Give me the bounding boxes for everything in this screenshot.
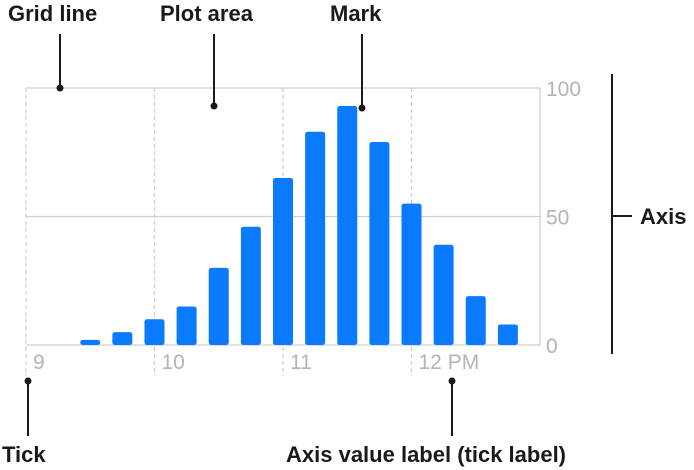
bar-12: [433, 244, 454, 345]
bar-7: [273, 177, 293, 345]
callout-tick-label: Axis value label (tick label): [286, 377, 566, 467]
x-tick-label-0: 9: [33, 351, 45, 374]
tick-label-callout-label: Axis value label (tick label): [286, 442, 566, 467]
bar-14: [497, 324, 518, 345]
bar-8: [305, 131, 326, 345]
mark-dot: [358, 104, 366, 112]
plot-area-callout-label: Plot area: [160, 1, 254, 26]
y-axis-ticks: 0 50 100: [546, 78, 581, 358]
bar-5: [208, 267, 229, 345]
plot-area-dot: [210, 102, 218, 110]
bar-6: [240, 226, 261, 345]
tick-callout-label: Tick: [2, 442, 46, 467]
bar-1: [80, 339, 101, 345]
callout-tick: Tick: [2, 377, 46, 467]
axis-callout-label: Axis: [640, 204, 686, 229]
bar-11: [401, 203, 422, 345]
grid-line-dot: [56, 84, 64, 92]
x-tick-label-2: 11: [290, 351, 312, 374]
bar-3: [144, 319, 165, 345]
mark-callout-label: Mark: [330, 1, 382, 26]
bar-13: [465, 296, 486, 345]
grid-line-callout-label: Grid line: [8, 1, 97, 26]
bar-marks: [80, 105, 518, 346]
y-tick-label-0: 0: [546, 335, 558, 358]
x-tick-label-3: 12 PM: [419, 351, 480, 374]
x-tick-label-1: 10: [162, 351, 185, 374]
bar-10: [369, 141, 390, 345]
callout-mark: Mark: [330, 1, 382, 112]
callout-plot-area: Plot area: [160, 1, 254, 110]
bar-4: [176, 306, 197, 345]
bar-9: [337, 105, 358, 346]
callout-axis: Axis: [611, 74, 686, 354]
y-tick-label-2: 100: [546, 78, 581, 101]
x-axis-ticks: 9 10 11 12 PM: [33, 351, 479, 374]
bar-2: [112, 332, 133, 345]
y-tick-label-1: 50: [546, 207, 569, 230]
callout-grid-line: Grid line: [8, 1, 97, 92]
